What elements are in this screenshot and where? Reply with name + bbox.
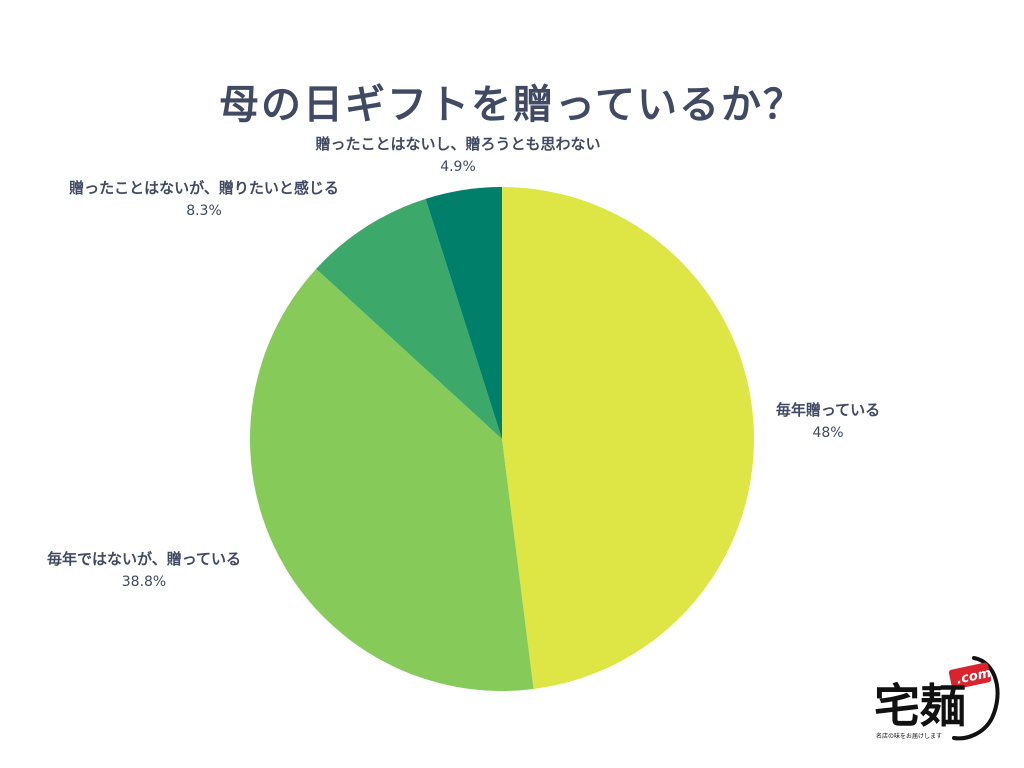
- slice-label-1: 毎年贈っている: [776, 401, 880, 419]
- pie-slice-3: [316, 198, 502, 439]
- pie-slice-1: [502, 187, 755, 690]
- slice-value-4: 4.9%: [440, 159, 476, 175]
- chart-title: 母の日ギフトを贈っているか？: [219, 82, 805, 128]
- logo-main-text: 宅麺: [874, 679, 966, 733]
- slice-value-2: 38.8%: [122, 574, 166, 590]
- takumen-logo: .com 宅麺 名店の味をお届けします: [874, 656, 1000, 741]
- logo-com-badge: [948, 662, 992, 690]
- slice-label-3: 贈ったことはないが、贈りたいと感じる: [69, 179, 339, 197]
- pie-slice-2: [250, 268, 534, 691]
- logo-tagline: 名店の味をお届けします: [876, 732, 942, 740]
- logo-swoosh: [952, 656, 1000, 741]
- slice-value-3: 8.3%: [186, 203, 222, 219]
- slice-value-1: 48%: [812, 425, 843, 441]
- logo-com-text: .com: [955, 666, 992, 688]
- pie-slice-4: [425, 187, 502, 439]
- slice-label-4: 贈ったことはないし、贈ろうとも思わない: [315, 135, 600, 153]
- slice-label-2: 毎年ではないが、贈っている: [47, 550, 241, 568]
